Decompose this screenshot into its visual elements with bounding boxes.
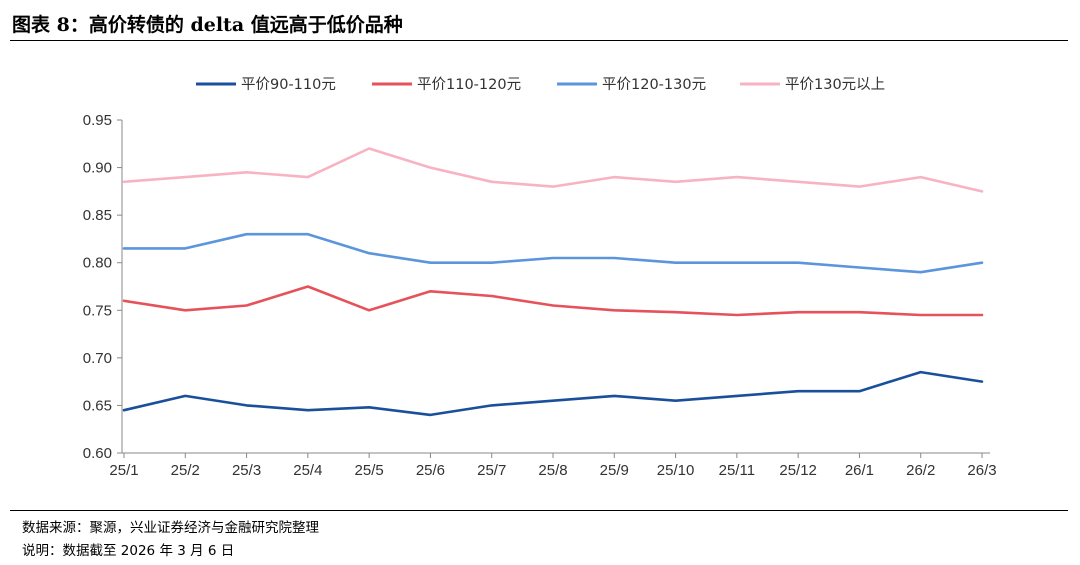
y-tick-label: 0.60 (83, 445, 112, 462)
x-tick-label: 25/8 (538, 462, 567, 479)
title-rule (10, 40, 1068, 41)
legend-label-1: 平价110-120元 (417, 77, 521, 93)
legend-label-2: 平价120-130元 (602, 77, 706, 93)
date-note: 说明：数据截至 2026 年 3 月 6 日 (22, 543, 235, 559)
x-tick-label: 25/12 (779, 462, 817, 479)
series-line-3 (122, 147, 984, 193)
x-tick-label: 25/3 (232, 462, 261, 479)
x-tick-label: 25/10 (657, 462, 695, 479)
x-tick-label: 25/7 (477, 462, 506, 479)
chart-legend: 平价90-110元 平价110-120元 平价120-130元 平价130元以上 (196, 76, 885, 93)
x-tick-label: 25/11 (719, 462, 755, 479)
chart-series-group (122, 147, 984, 417)
x-tick-label: 26/2 (906, 462, 935, 479)
chart-axes: 0.60 0.65 0.70 0.75 0.80 0.85 0.90 0.95 25/1 25/2… (83, 112, 997, 479)
series-line-1 (122, 285, 984, 317)
legend-label-0: 平价90-110元 (241, 77, 336, 93)
y-tick-label: 0.90 (83, 160, 112, 177)
source-rule (10, 510, 1068, 511)
x-tick-label: 25/5 (355, 462, 384, 479)
figure-title: 图表 8：高价转债的 delta 值远高于低价品种 (12, 14, 403, 36)
x-tick-label: 25/6 (416, 462, 445, 479)
y-tick-label: 0.65 (83, 397, 112, 414)
x-tick-label: 26/3 (967, 462, 996, 479)
x-tick-label: 25/1 (109, 462, 138, 479)
x-tick-label: 25/4 (293, 462, 322, 479)
y-tick-label: 0.80 (83, 255, 112, 272)
series-line-0 (122, 370, 984, 417)
y-tick-label: 0.95 (83, 112, 112, 129)
series-line-2 (122, 232, 984, 274)
x-tick-label: 25/2 (171, 462, 200, 479)
line-chart: 平价90-110元 平价110-120元 平价120-130元 平价130元以上 0.… (83, 76, 997, 479)
legend-label-3: 平价130元以上 (785, 76, 885, 93)
y-tick-label: 0.75 (83, 302, 112, 319)
x-tick-label: 25/9 (600, 462, 629, 479)
x-tick-label: 26/1 (845, 462, 874, 479)
y-tick-label: 0.70 (83, 350, 112, 367)
y-tick-label: 0.85 (83, 207, 112, 224)
source-note: 数据来源：聚源，兴业证券经济与金融研究院整理 (22, 520, 319, 536)
